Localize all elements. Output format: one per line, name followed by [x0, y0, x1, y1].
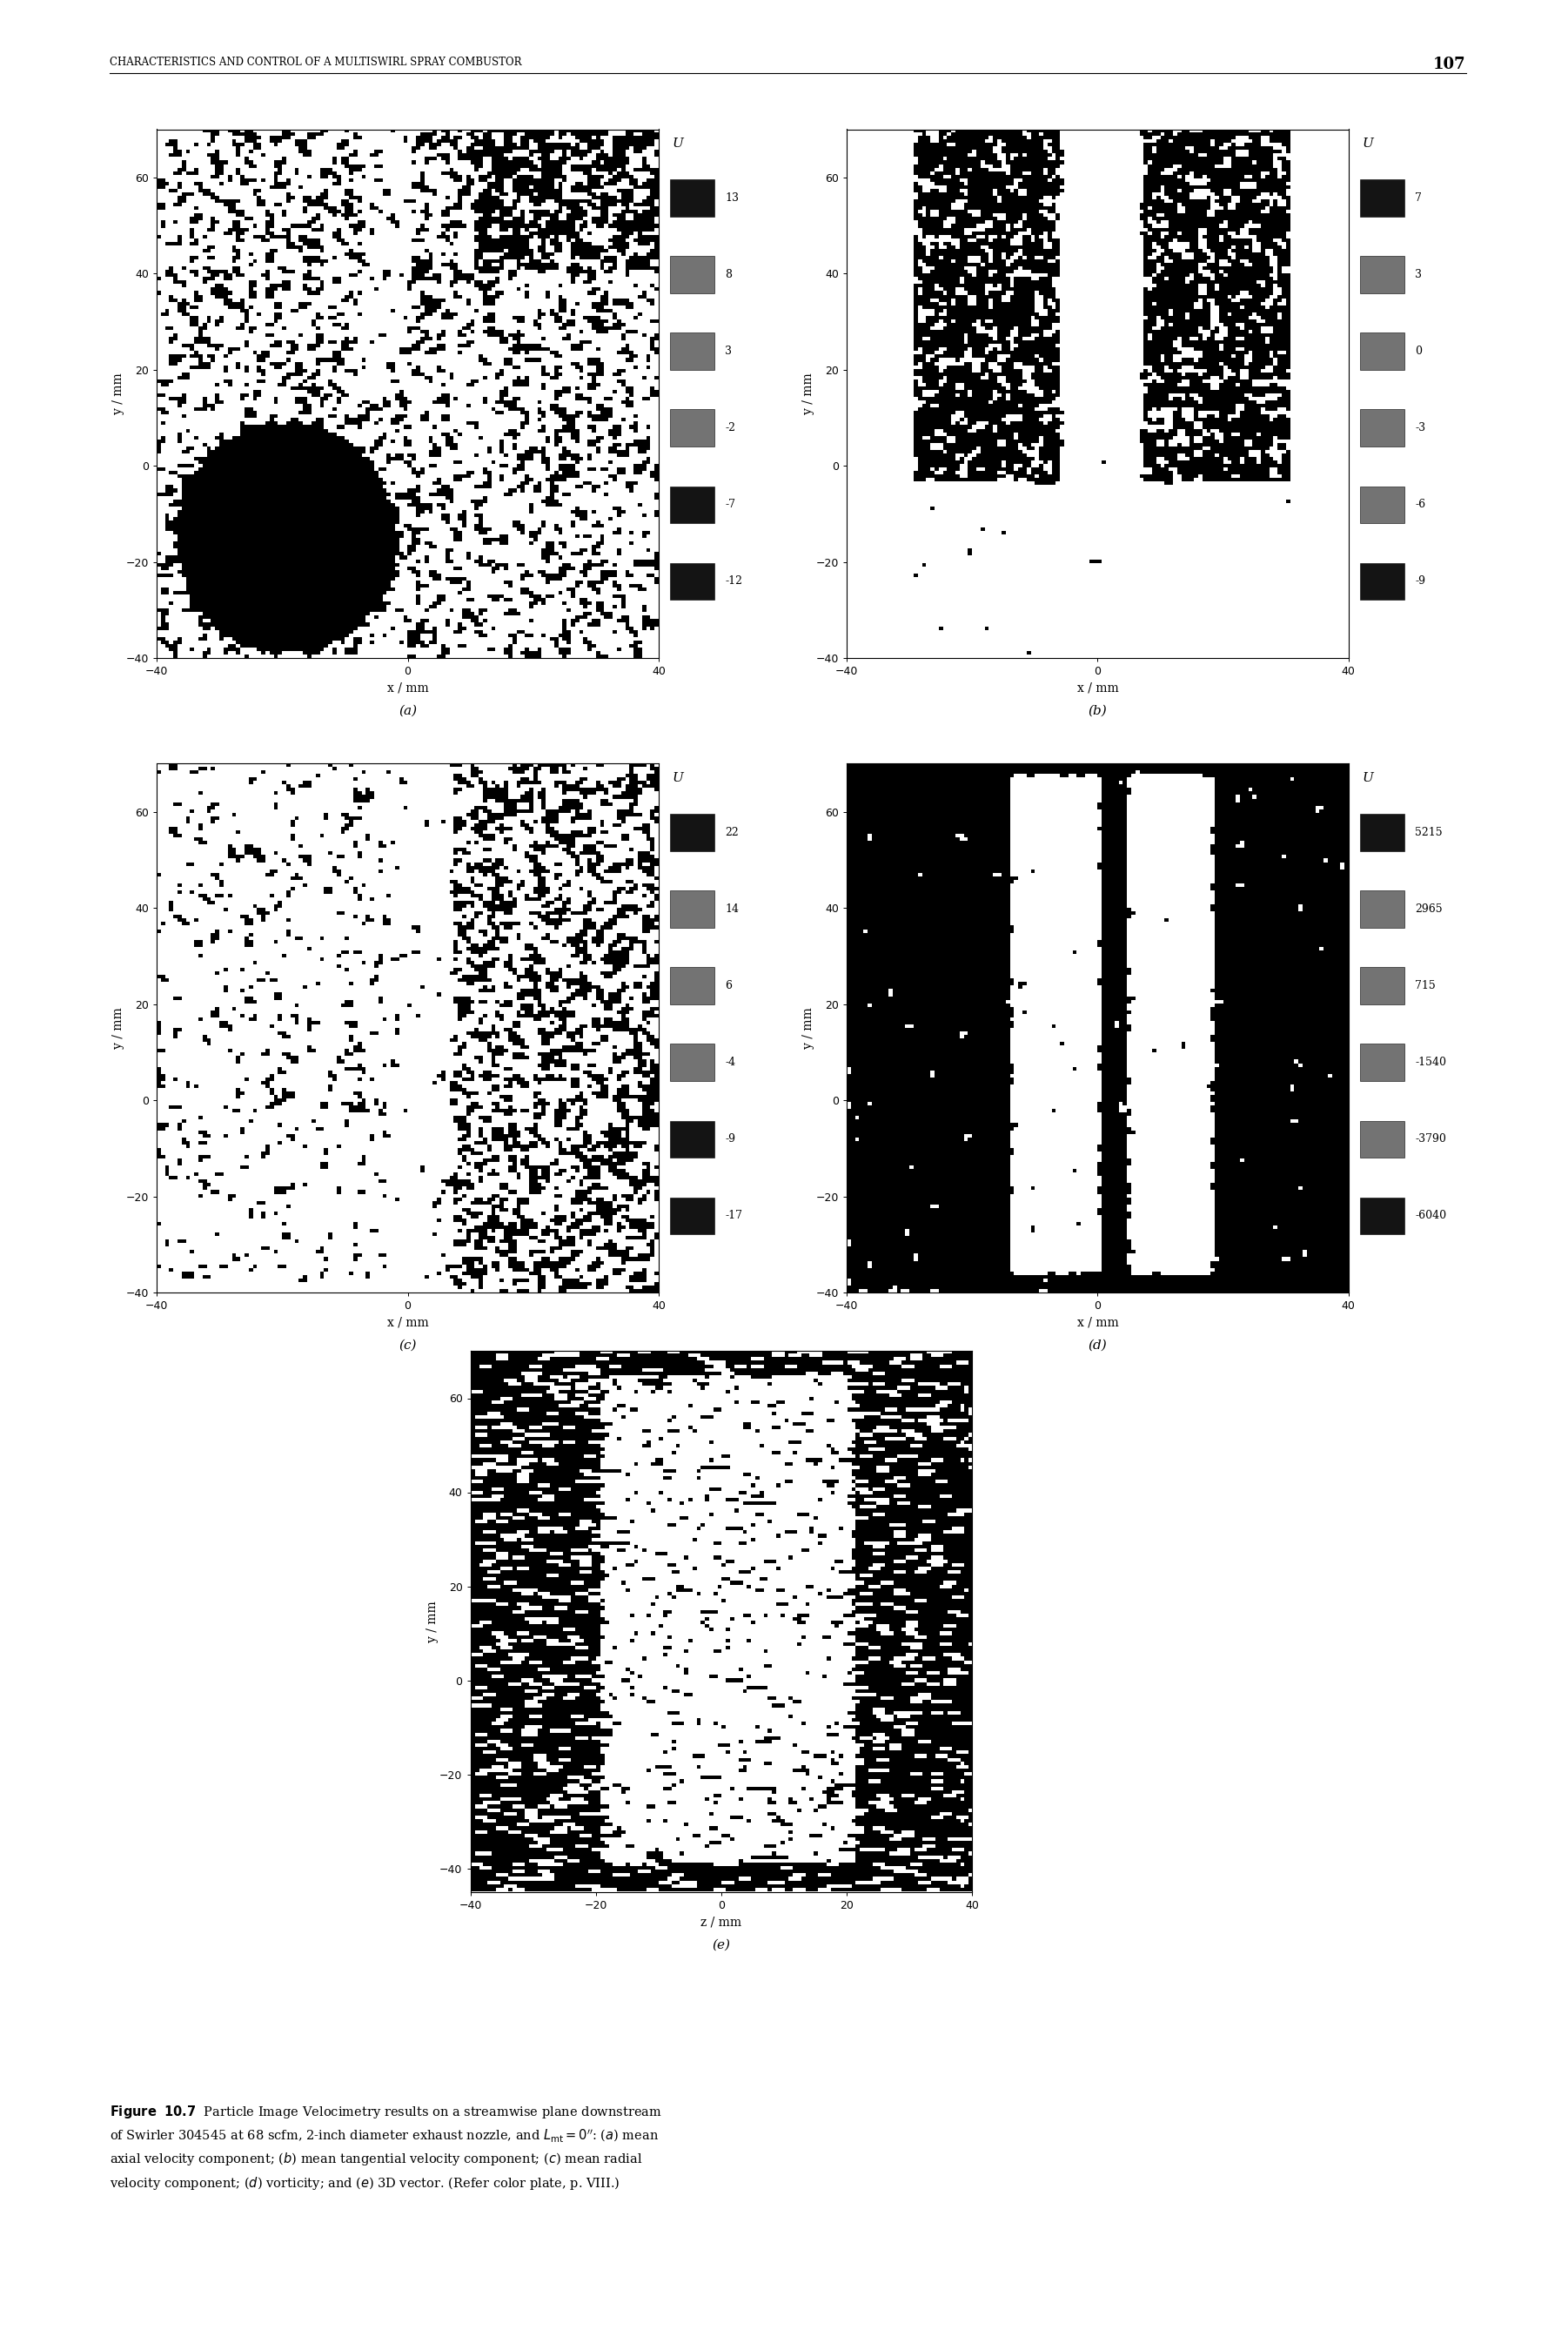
Text: (e): (e) [712, 1939, 731, 1950]
X-axis label: x / mm: x / mm [387, 682, 428, 693]
Text: U: U [673, 136, 684, 150]
Text: -3: -3 [1416, 423, 1425, 435]
X-axis label: x / mm: x / mm [1077, 682, 1118, 693]
Text: -3790: -3790 [1416, 1133, 1446, 1144]
Text: 14: 14 [724, 902, 739, 914]
Text: U: U [1363, 136, 1374, 150]
Y-axis label: y / mm: y / mm [113, 374, 125, 414]
Text: -7: -7 [724, 498, 735, 510]
X-axis label: z / mm: z / mm [701, 1915, 742, 1927]
Bar [670, 179, 715, 216]
Y-axis label: y / mm: y / mm [803, 374, 815, 414]
Text: CHARACTERISTICS AND CONTROL OF A MULTISWIRL SPRAY COMBUSTOR: CHARACTERISTICS AND CONTROL OF A MULTISW… [110, 56, 522, 68]
Text: $\mathbf{Figure\ \ 10.7}$  Particle Image Velocimetry results on a streamwise pl: $\mathbf{Figure\ \ 10.7}$ Particle Image… [110, 2103, 662, 2193]
Bar [670, 891, 715, 928]
Bar [1359, 1121, 1405, 1159]
Y-axis label: y / mm: y / mm [113, 1008, 125, 1048]
Bar [1359, 891, 1405, 928]
Bar [670, 256, 715, 294]
Bar [1359, 486, 1405, 524]
Text: (d): (d) [1088, 1339, 1107, 1351]
Text: 715: 715 [1416, 980, 1436, 992]
Text: 22: 22 [724, 827, 739, 839]
Text: -17: -17 [724, 1210, 743, 1222]
Bar [1359, 256, 1405, 294]
Bar [1359, 1043, 1405, 1081]
Text: U: U [673, 771, 684, 785]
Bar [1359, 1196, 1405, 1234]
Bar [1359, 179, 1405, 216]
Text: -12: -12 [724, 576, 743, 588]
Text: -6040: -6040 [1416, 1210, 1447, 1222]
X-axis label: x / mm: x / mm [387, 1316, 428, 1328]
Text: -2: -2 [724, 423, 735, 435]
Bar [670, 564, 715, 599]
Bar [670, 1196, 715, 1234]
Bar [670, 486, 715, 524]
X-axis label: x / mm: x / mm [1077, 1316, 1118, 1328]
Text: 2965: 2965 [1416, 902, 1443, 914]
Text: 3: 3 [724, 345, 732, 357]
Text: 8: 8 [724, 268, 732, 280]
Bar [1359, 564, 1405, 599]
Bar [670, 409, 715, 446]
Bar [670, 1121, 715, 1159]
Text: -9: -9 [1416, 576, 1425, 588]
Text: (b): (b) [1088, 705, 1107, 717]
Bar [1359, 968, 1405, 1003]
Text: 13: 13 [724, 193, 739, 204]
Y-axis label: y / mm: y / mm [426, 1600, 439, 1643]
Text: (c): (c) [398, 1339, 417, 1351]
Bar [670, 813, 715, 851]
Y-axis label: y / mm: y / mm [803, 1008, 815, 1048]
Text: -6: -6 [1416, 498, 1425, 510]
Text: (a): (a) [398, 705, 417, 717]
Bar [1359, 334, 1405, 369]
Text: 3: 3 [1416, 268, 1422, 280]
Bar [1359, 409, 1405, 446]
Bar [670, 968, 715, 1003]
Text: -4: -4 [724, 1058, 735, 1069]
Bar [1359, 813, 1405, 851]
Text: -9: -9 [724, 1133, 735, 1144]
Text: 0: 0 [1416, 345, 1422, 357]
Text: 107: 107 [1433, 56, 1466, 73]
Text: 5215: 5215 [1416, 827, 1443, 839]
Text: 7: 7 [1416, 193, 1422, 204]
Text: 6: 6 [724, 980, 732, 992]
Text: U: U [1363, 771, 1374, 785]
Bar [670, 1043, 715, 1081]
Bar [670, 334, 715, 369]
Text: -1540: -1540 [1416, 1058, 1446, 1069]
